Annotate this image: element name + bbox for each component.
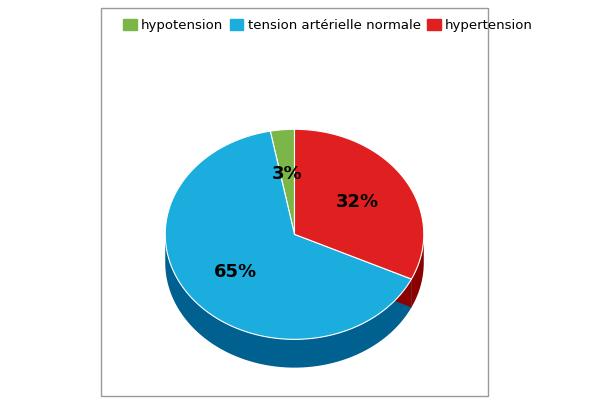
Polygon shape bbox=[412, 236, 423, 307]
Polygon shape bbox=[270, 129, 294, 234]
Polygon shape bbox=[294, 234, 412, 307]
Text: 3%: 3% bbox=[272, 165, 303, 183]
Polygon shape bbox=[166, 131, 412, 339]
Text: 65%: 65% bbox=[214, 263, 257, 281]
Polygon shape bbox=[166, 236, 412, 368]
Text: 32%: 32% bbox=[336, 193, 379, 210]
Polygon shape bbox=[294, 234, 412, 307]
Polygon shape bbox=[294, 129, 423, 279]
Legend: hypotension, tension artérielle normale, hypertension: hypotension, tension artérielle normale,… bbox=[123, 19, 533, 32]
